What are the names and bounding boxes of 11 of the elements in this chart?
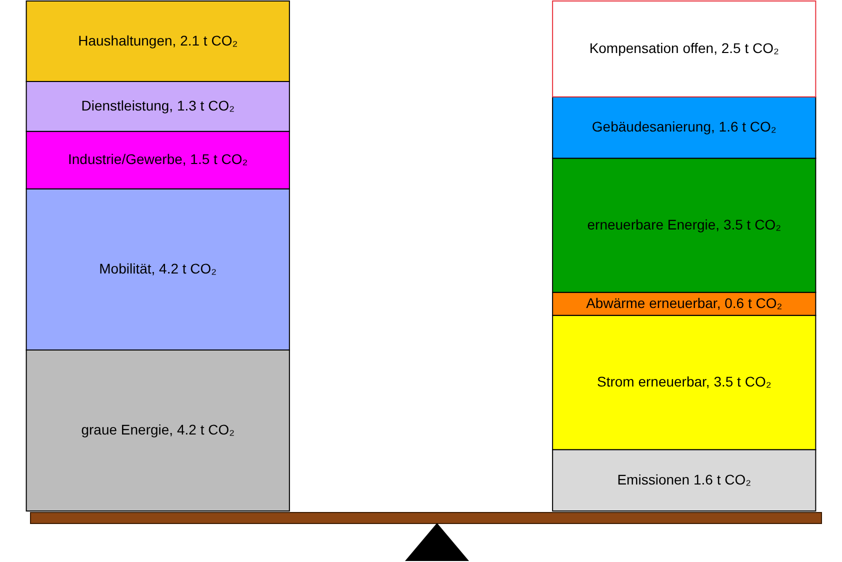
data-label: Abwärme erneuerbar, 0.6 t CO₂ — [586, 294, 782, 311]
data-label: Emissionen 1.6 t CO₂ — [617, 471, 752, 488]
data-label: Haushaltungen, 2.1 t CO₂ — [78, 32, 238, 48]
data-label: Industrie/Gewerbe, 1.5 t CO₂ — [68, 151, 248, 168]
data-label: Strom erneuerbar, 3.5 t CO₂ — [596, 374, 772, 390]
data-label: Kompensation offen, 2.5 t CO₂ — [589, 40, 779, 56]
data-label: Dienstleistung, 1.3 t CO₂ — [81, 97, 235, 114]
data-label: erneuerbare Energie, 3.5 t CO₂ — [587, 216, 782, 232]
data-label: Mobilität, 4.2 t CO₂ — [99, 260, 217, 276]
data-label: graue Energie, 4.2 t CO₂ — [81, 421, 235, 438]
data-label: Gebäudesanierung, 1.6 t CO₂ — [592, 118, 776, 135]
